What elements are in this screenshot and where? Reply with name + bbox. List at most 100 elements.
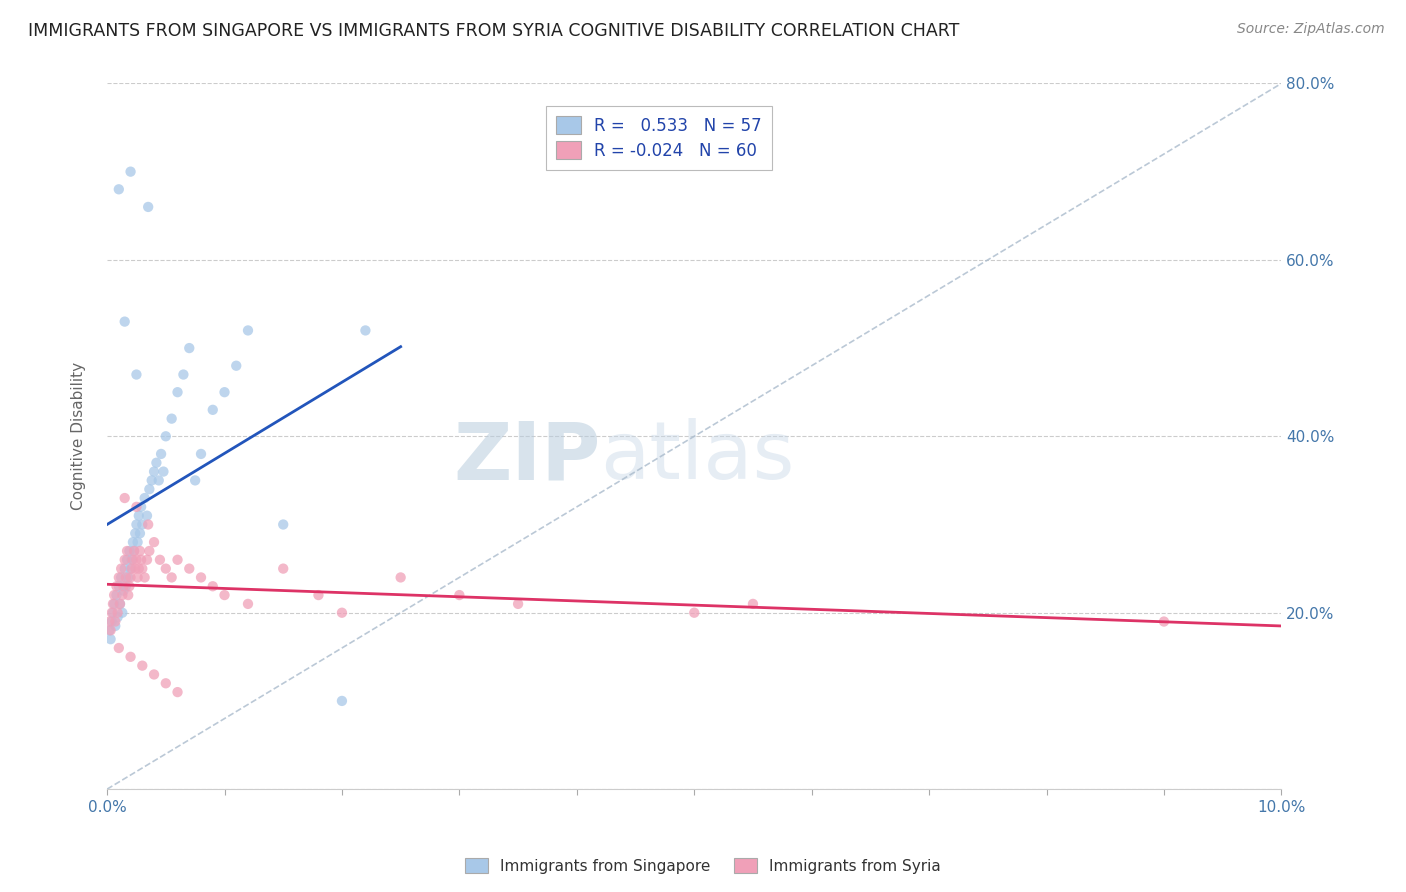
Point: [114, 315, 136, 329]
Point: [98, 624, 121, 638]
Point: [100, 606, 122, 620]
Point: [118, 579, 141, 593]
Point: [179, 341, 201, 355]
Point: [134, 570, 156, 584]
Point: [742, 597, 765, 611]
Point: [103, 588, 125, 602]
Text: ZIP: ZIP: [453, 418, 600, 497]
Point: [125, 553, 148, 567]
Point: [125, 500, 148, 514]
Point: [150, 447, 173, 461]
Point: [115, 544, 138, 558]
Point: [190, 570, 212, 584]
Point: [104, 615, 127, 629]
Point: [122, 544, 145, 558]
Point: [122, 535, 145, 549]
Point: [98, 615, 121, 629]
Point: [131, 658, 153, 673]
Point: [155, 429, 177, 443]
Point: [179, 561, 201, 575]
Point: [214, 385, 236, 400]
Point: [201, 402, 224, 417]
Point: [1153, 615, 1175, 629]
Point: [120, 649, 142, 664]
Point: [148, 474, 170, 488]
Point: [121, 553, 143, 567]
Point: [108, 640, 131, 655]
Point: [111, 606, 134, 620]
Point: [131, 561, 153, 575]
Point: [120, 164, 142, 178]
Point: [114, 561, 136, 575]
Point: [107, 610, 129, 624]
Text: atlas: atlas: [600, 418, 794, 497]
Point: [127, 535, 149, 549]
Point: [108, 182, 131, 196]
Point: [115, 553, 138, 567]
Point: [100, 624, 122, 638]
Point: [108, 579, 131, 593]
Point: [160, 570, 183, 584]
Point: [389, 570, 412, 584]
Point: [108, 597, 131, 611]
Point: [506, 597, 529, 611]
Point: [100, 632, 122, 647]
Point: [138, 544, 160, 558]
Point: [330, 694, 353, 708]
Point: [271, 561, 294, 575]
Point: [124, 526, 146, 541]
Point: [112, 579, 135, 593]
Point: [201, 579, 224, 593]
Point: [121, 561, 143, 575]
Point: [166, 385, 188, 400]
Point: [143, 667, 166, 681]
Point: [129, 553, 152, 567]
Point: [117, 588, 139, 602]
Point: [122, 544, 145, 558]
Point: [120, 561, 142, 575]
Point: [118, 544, 141, 558]
Text: Source: ZipAtlas.com: Source: ZipAtlas.com: [1237, 22, 1385, 37]
Point: [115, 570, 138, 584]
Point: [225, 359, 247, 373]
Point: [124, 561, 146, 575]
Point: [129, 544, 152, 558]
Point: [125, 517, 148, 532]
Point: [160, 411, 183, 425]
Point: [100, 615, 122, 629]
Point: [110, 570, 132, 584]
Text: IMMIGRANTS FROM SINGAPORE VS IMMIGRANTS FROM SYRIA COGNITIVE DISABILITY CORRELAT: IMMIGRANTS FROM SINGAPORE VS IMMIGRANTS …: [28, 22, 959, 40]
Point: [152, 465, 174, 479]
Point: [166, 553, 188, 567]
Point: [108, 570, 131, 584]
Point: [120, 570, 142, 584]
Point: [354, 323, 377, 337]
Point: [307, 588, 329, 602]
Point: [143, 535, 166, 549]
Point: [127, 570, 149, 584]
Point: [149, 553, 172, 567]
Point: [141, 474, 163, 488]
Legend: R =   0.533   N = 57, R = -0.024   N = 60: R = 0.533 N = 57, R = -0.024 N = 60: [546, 106, 772, 169]
Point: [128, 561, 150, 575]
Point: [101, 597, 124, 611]
Point: [271, 517, 294, 532]
Point: [143, 465, 166, 479]
Point: [129, 526, 152, 541]
Point: [145, 456, 167, 470]
Point: [184, 474, 207, 488]
Point: [190, 447, 212, 461]
Point: [155, 676, 177, 690]
Point: [105, 579, 128, 593]
Point: [136, 517, 159, 532]
Point: [114, 553, 136, 567]
Point: [110, 561, 132, 575]
Point: [131, 517, 153, 532]
Point: [683, 606, 706, 620]
Point: [117, 570, 139, 584]
Y-axis label: Cognitive Disability: Cognitive Disability: [72, 362, 86, 510]
Point: [115, 579, 138, 593]
Point: [236, 597, 259, 611]
Point: [107, 606, 129, 620]
Point: [166, 685, 188, 699]
